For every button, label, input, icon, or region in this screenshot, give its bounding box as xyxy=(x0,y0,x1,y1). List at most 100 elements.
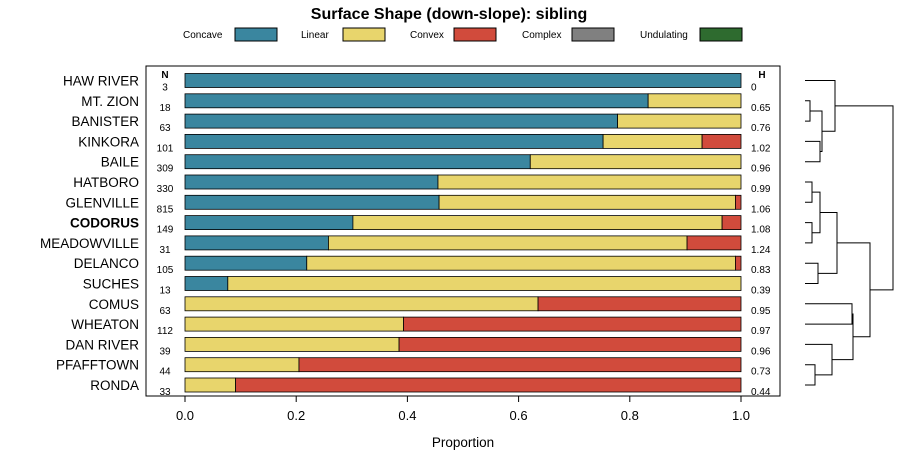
dendrogram-branch xyxy=(805,100,811,122)
n-value: 31 xyxy=(159,245,171,256)
bar-kinkora-linear xyxy=(602,133,703,149)
bar-banister-linear xyxy=(617,113,742,129)
bar-suches-linear xyxy=(227,276,742,291)
h-value: 0.97 xyxy=(751,326,771,337)
x-tick-label: 0.2 xyxy=(287,408,305,423)
n-value: 112 xyxy=(157,326,173,337)
bar-glenville-concave xyxy=(184,194,440,210)
n-value: 309 xyxy=(157,164,174,175)
dendrogram-branch xyxy=(818,211,838,274)
dendrogram-branch xyxy=(805,140,821,163)
dendrogram-branch xyxy=(805,181,813,203)
series-name-dan-river: DAN RIVER xyxy=(65,337,139,352)
series-name-baile: BAILE xyxy=(101,155,139,170)
legend: Concave Linear Convex Complex Undulating xyxy=(183,27,743,42)
bar-dan-river-convex xyxy=(398,336,742,352)
bar-kinkora-concave xyxy=(184,133,604,149)
bar-delanco-linear xyxy=(306,255,736,271)
bar-suches-concave xyxy=(184,276,229,291)
x-tick-label: 0.0 xyxy=(176,408,194,423)
x-tick-label: 0.6 xyxy=(510,408,528,423)
bar-haw-river-concave xyxy=(184,73,742,88)
series-name-haw-river: HAW RIVER xyxy=(63,74,139,89)
h-value: 0.96 xyxy=(751,346,771,357)
series-name-wheaton: WHEATON xyxy=(71,317,139,332)
bar-dan-river-linear xyxy=(184,336,400,352)
h-value: 0.95 xyxy=(751,306,771,317)
n-value: 3 xyxy=(162,83,168,94)
h-value: 1.08 xyxy=(751,225,771,236)
bar-comus-convex xyxy=(537,296,742,312)
x-tick-label: 1.0 xyxy=(732,408,750,423)
h-value: 0.73 xyxy=(751,367,771,378)
bar-meadowville-concave xyxy=(184,235,329,251)
dendrogram-branch xyxy=(812,191,821,234)
n-header: N xyxy=(161,70,168,81)
series-name-hatboro: HATBORO xyxy=(73,175,139,190)
n-value: 44 xyxy=(159,367,171,378)
n-value: 39 xyxy=(159,346,171,357)
series-name-kinkora: KINKORA xyxy=(78,134,139,149)
plot-frame xyxy=(145,65,781,397)
h-value: 0 xyxy=(751,83,757,94)
bar-comus-linear xyxy=(184,296,539,312)
n-value: 330 xyxy=(157,184,174,195)
legend-swatch-complex xyxy=(571,27,615,42)
h-header: H xyxy=(758,70,765,81)
bar-mt-zion-linear xyxy=(647,93,742,109)
n-value: 13 xyxy=(159,286,171,297)
bar-meadowville-linear xyxy=(328,235,688,251)
series-name-glenville: GLENVILLE xyxy=(65,195,139,210)
bar-mt-zion-concave xyxy=(184,93,649,109)
n-value: 63 xyxy=(159,123,171,134)
bar-hatboro-concave xyxy=(184,174,439,190)
n-value: 101 xyxy=(157,143,174,154)
n-value: 815 xyxy=(157,204,174,215)
chart-rows: HAW RIVER 3 0 MT. ZION 18 0.65 BANISTER 63 0.76 K… xyxy=(40,73,771,398)
dendrogram-branch xyxy=(805,364,816,386)
legend-swatch-undulating xyxy=(699,27,743,42)
h-value: 0.76 xyxy=(751,123,771,134)
dendrogram-branch xyxy=(835,105,894,291)
n-value: 18 xyxy=(159,103,171,114)
legend-swatch-convex xyxy=(453,27,497,42)
bar-pfafftown-linear xyxy=(184,357,300,373)
legend-swatch-linear xyxy=(342,27,386,42)
bar-codorus-convex xyxy=(721,215,742,231)
series-name-delanco: DELANCO xyxy=(74,256,139,271)
bar-glenville-linear xyxy=(438,194,736,210)
h-value: 1.06 xyxy=(751,204,771,215)
bar-glenville-convex xyxy=(735,194,742,210)
x-axis: 0.0 0.2 0.4 0.6 0.8 1.0 xyxy=(176,396,750,423)
series-name-pfafftown: PFAFFTOWN xyxy=(56,358,139,373)
legend-swatch-concave xyxy=(234,27,278,42)
bar-wheaton-convex xyxy=(403,316,742,332)
legend-label-concave: Concave xyxy=(183,30,223,41)
dendrogram-branch xyxy=(805,262,819,284)
series-name-banister: BANISTER xyxy=(71,114,139,129)
dendrogram-branch xyxy=(805,343,833,376)
bar-codorus-concave xyxy=(184,215,354,231)
h-value: 0.96 xyxy=(751,164,771,175)
series-name-ronda: RONDA xyxy=(90,378,139,393)
dendrogram-branch xyxy=(805,303,853,325)
dendrogram-branch xyxy=(805,222,813,244)
h-value: 1.02 xyxy=(751,143,771,154)
bar-pfafftown-convex xyxy=(298,357,742,373)
bar-ronda-linear xyxy=(184,377,236,393)
bar-baile-linear xyxy=(529,154,742,170)
n-value: 33 xyxy=(159,387,171,398)
legend-label-complex: Complex xyxy=(522,30,561,41)
series-name-codorus: CODORUS xyxy=(70,216,139,231)
series-name-meadowville: MEADOWVILLE xyxy=(40,236,139,251)
bar-meadowville-convex xyxy=(686,235,742,251)
legend-label-undulating: Undulating xyxy=(640,30,688,41)
h-value: 1.24 xyxy=(751,245,771,256)
h-value: 0.44 xyxy=(751,387,771,398)
h-value: 0.39 xyxy=(751,286,771,297)
bar-baile-concave xyxy=(184,154,531,170)
n-value: 105 xyxy=(157,265,174,276)
chart-title: Surface Shape (down-slope): sibling xyxy=(311,6,587,23)
series-name-comus: COMUS xyxy=(89,297,139,312)
